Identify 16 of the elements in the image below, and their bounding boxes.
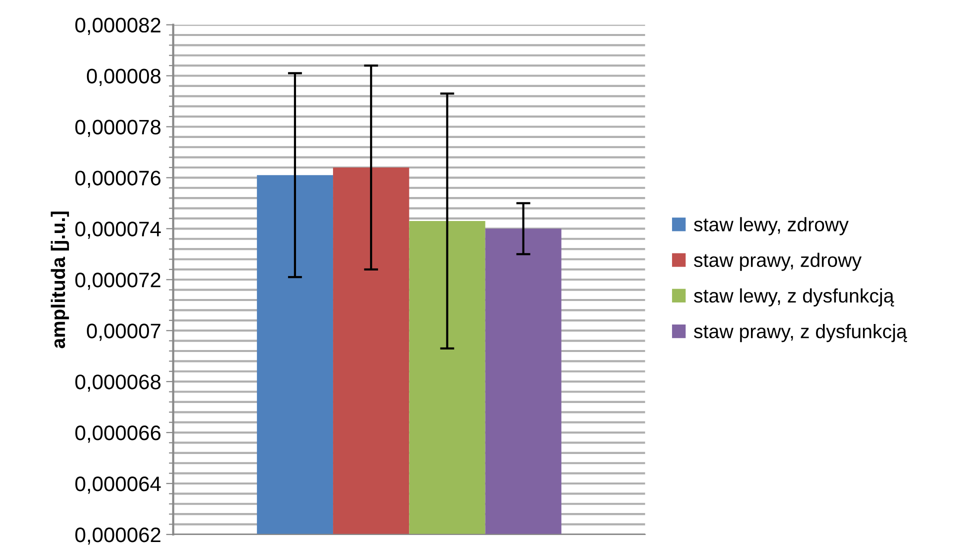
y-tick-label: 0,00007 (86, 324, 160, 341)
y-tick-label: 0,000066 (75, 426, 160, 443)
legend-label: staw lewy, zdrowy (694, 217, 849, 236)
y-tick-label: 0,000068 (75, 374, 160, 392)
y-tick-label: 0,000074 (75, 222, 161, 239)
legend-label: staw prawy, z dysfunkcją (694, 324, 908, 342)
y-tick-label: 0,00008 (86, 68, 160, 86)
y-tick-label: 0,000062 (75, 527, 160, 545)
y-axis-title: amplituda [j.u.] (50, 212, 69, 348)
y-tick-label: 0,000064 (75, 476, 161, 494)
y-tick-label: 0,000076 (75, 170, 160, 188)
y-tick-label: 0,000072 (75, 272, 160, 290)
y-tick-label: 0,000082 (75, 18, 160, 36)
legend-label: staw lewy, z dysfunkcją (694, 288, 894, 307)
y-tick-label: 0,000078 (75, 120, 160, 137)
legend-label: staw prawy, zdrowy (694, 252, 862, 271)
